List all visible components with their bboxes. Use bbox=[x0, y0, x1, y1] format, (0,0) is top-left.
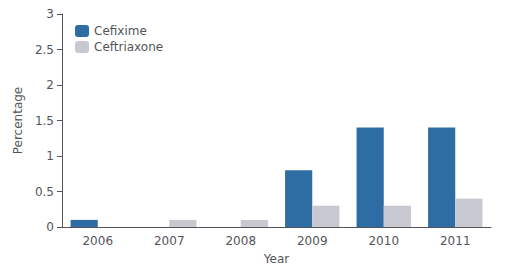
svg-text:Ceftriaxone: Ceftriaxone bbox=[94, 40, 163, 54]
svg-text:Cefixime: Cefixime bbox=[94, 24, 147, 38]
svg-text:Percentage: Percentage bbox=[11, 87, 25, 155]
svg-text:2010: 2010 bbox=[368, 234, 399, 248]
svg-text:0: 0 bbox=[46, 220, 54, 234]
svg-text:2.5: 2.5 bbox=[35, 43, 54, 57]
svg-text:2: 2 bbox=[46, 78, 54, 92]
svg-text:1.5: 1.5 bbox=[35, 114, 54, 128]
svg-text:2007: 2007 bbox=[154, 234, 185, 248]
svg-text:2008: 2008 bbox=[225, 234, 256, 248]
svg-text:2009: 2009 bbox=[297, 234, 328, 248]
svg-text:0.5: 0.5 bbox=[35, 185, 54, 199]
svg-text:2006: 2006 bbox=[82, 234, 113, 248]
svg-text:1: 1 bbox=[46, 149, 54, 163]
svg-text:Year: Year bbox=[263, 252, 289, 266]
svg-text:3: 3 bbox=[46, 7, 54, 21]
svg-text:2011: 2011 bbox=[440, 234, 471, 248]
